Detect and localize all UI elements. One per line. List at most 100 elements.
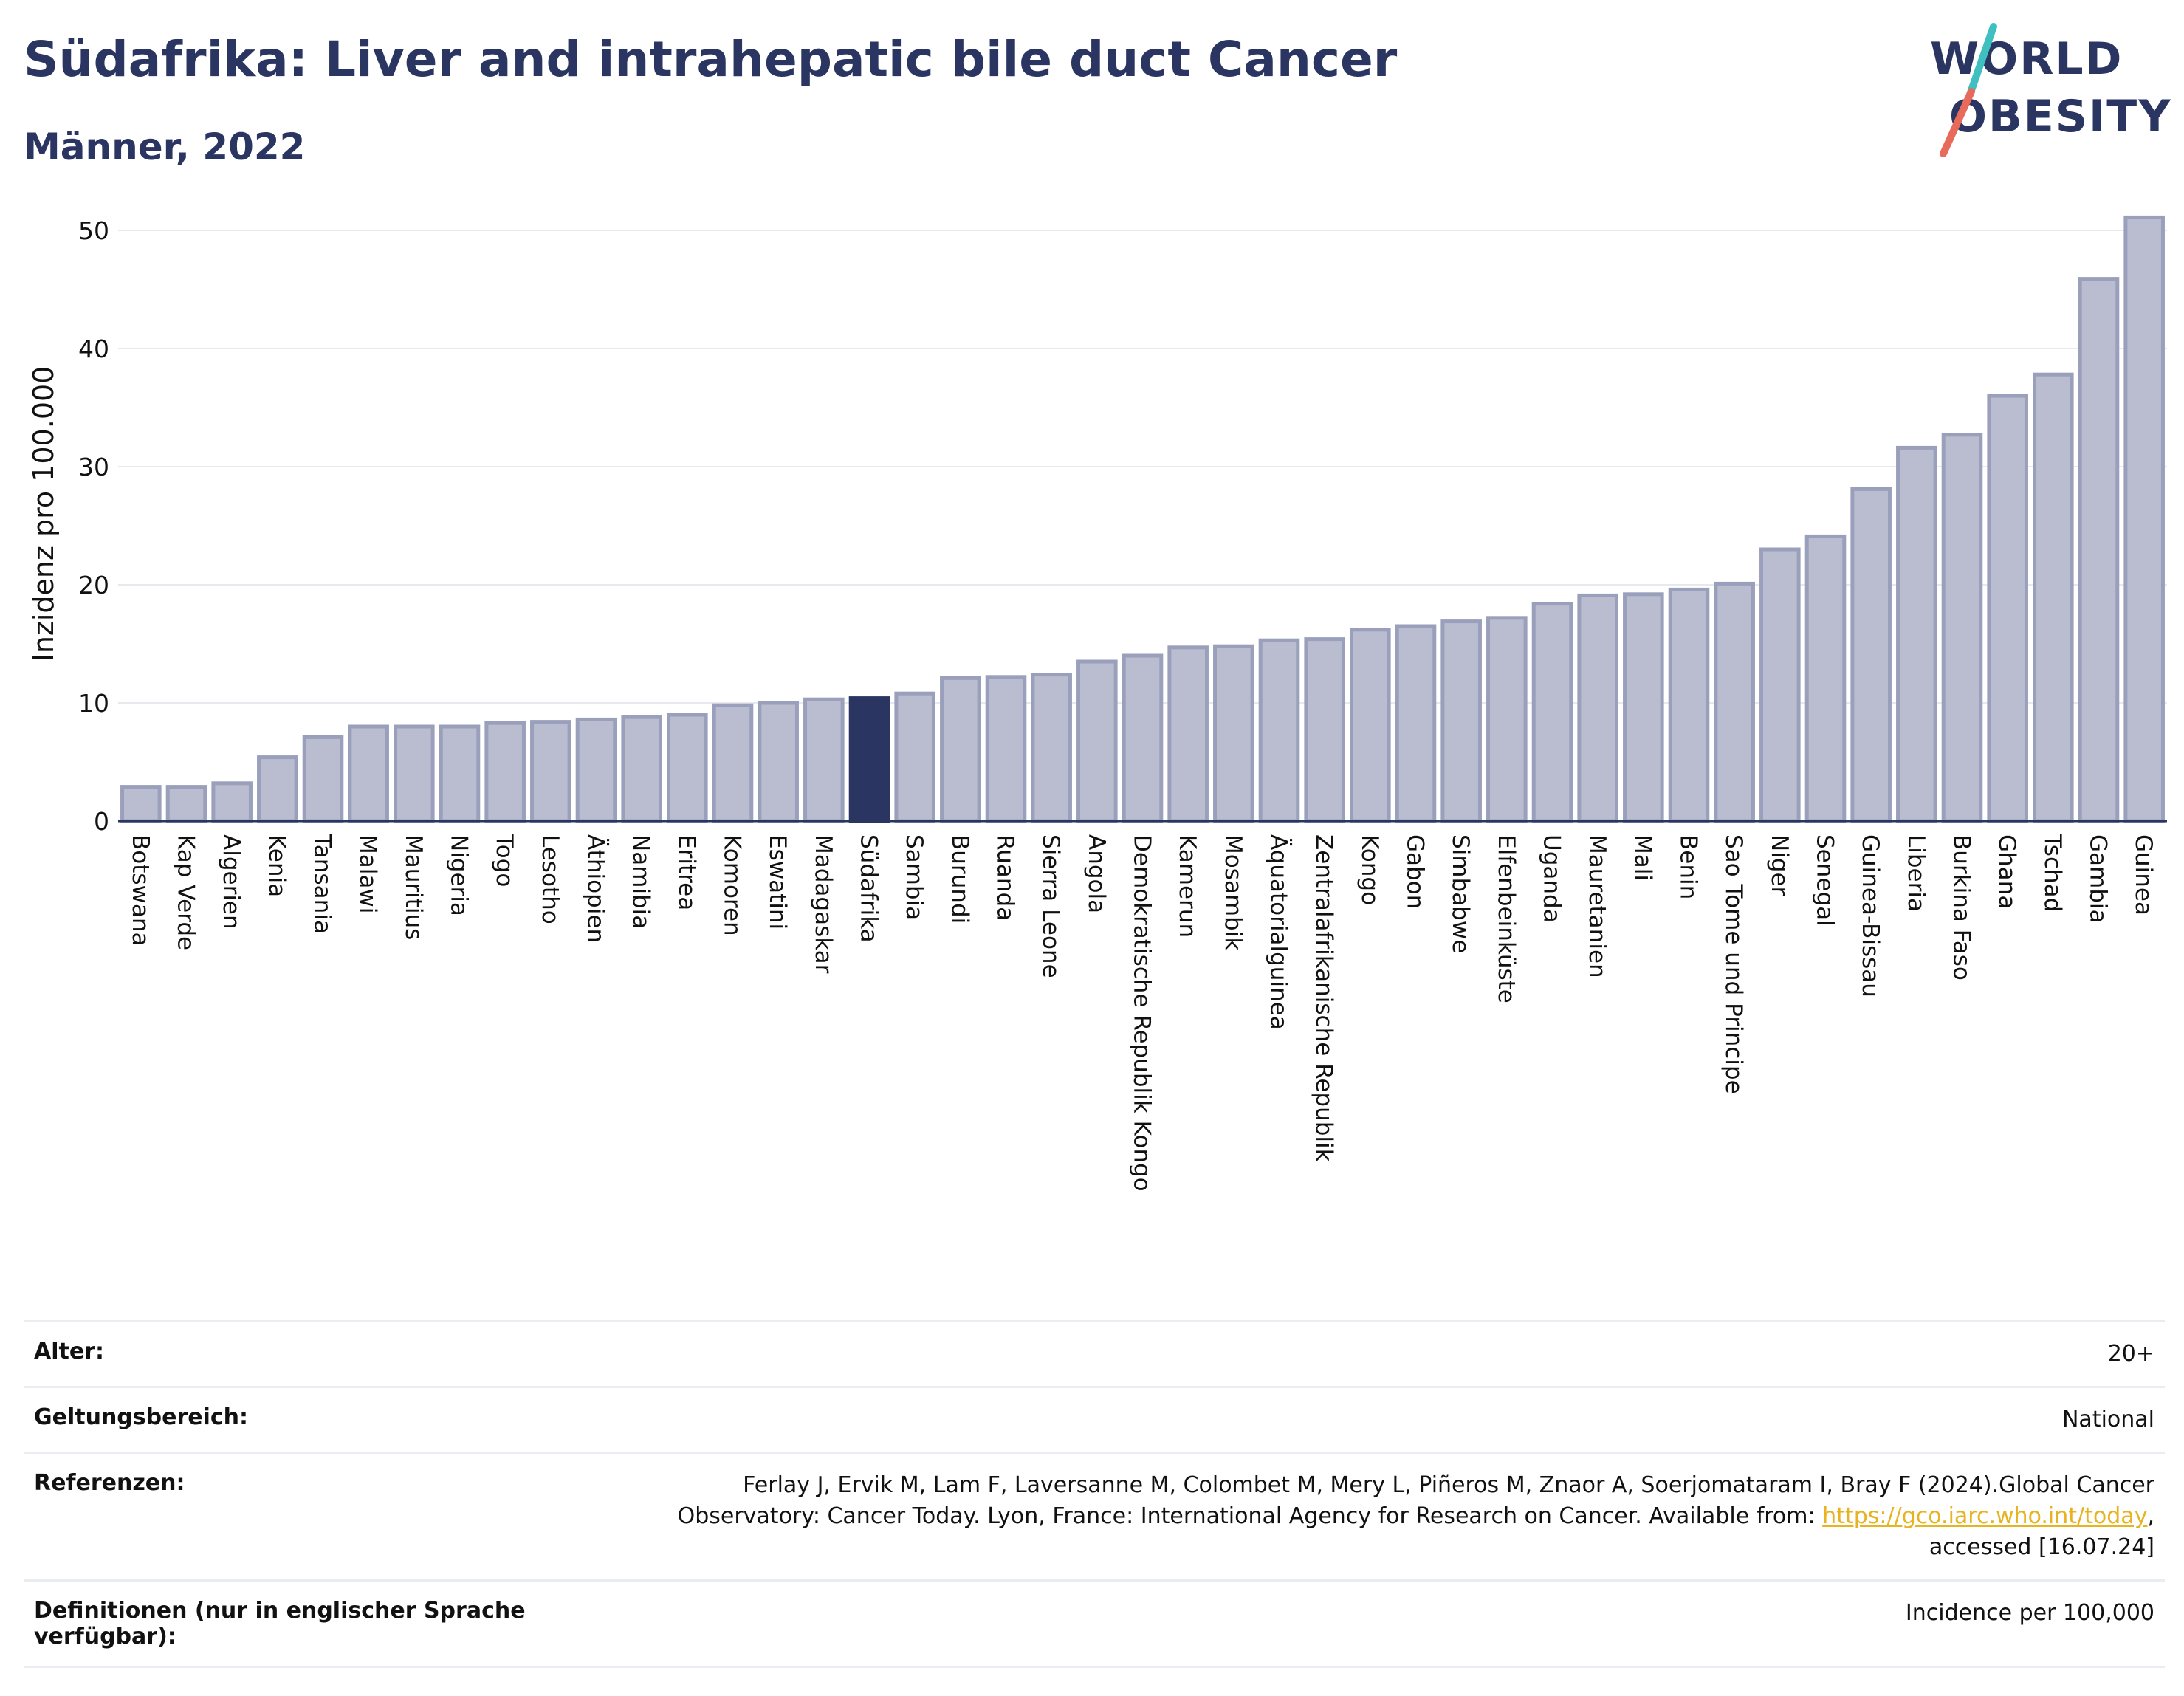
logo-accent-teal (1966, 23, 1997, 98)
bar-nigeria (439, 724, 481, 823)
ref-text-1: Ferlay J, Ervik M, Lam F, Laversanne M, … (743, 1472, 2154, 1498)
x-tick-label: Komoren (719, 834, 746, 936)
meta-ref-value: Ferlay J, Ervik M, Lam F, Laversanne M, … (561, 1452, 2165, 1581)
x-tick-label: Uganda (1539, 834, 1565, 923)
bar-sao-tome-und-principe (1714, 581, 1755, 823)
x-tick-label: Tschad (2039, 834, 2066, 912)
bar-malawi (348, 724, 389, 823)
x-tick-label: Burkina Faso (1948, 834, 1975, 981)
bar-liberia (1896, 445, 1937, 823)
x-tick-label: Kamerun (1174, 834, 1201, 938)
x-tick-label: Tansania (309, 834, 336, 934)
x-tick-label: Liberia (1903, 834, 1929, 912)
bar-sierra-leone (1031, 673, 1072, 823)
bar-mauritius (394, 724, 435, 823)
y-tick-label: 30 (78, 453, 109, 481)
x-tick-label: Guinea (2130, 834, 2157, 916)
x-tick-label: Kap Verde (173, 834, 199, 950)
page-subtitle: Männer, 2022 (24, 126, 306, 168)
y-axis-ticks: 0 10 20 30 40 50 (78, 216, 109, 836)
page-title: Südafrika: Liver and intrahepatic bile d… (24, 31, 1398, 88)
bar-madagaskar (803, 697, 845, 823)
bar-mali (1623, 592, 1664, 823)
x-tick-label: Eritrea (673, 834, 700, 910)
x-tick-label: Mauretanien (1584, 834, 1610, 978)
x-tick-label: Togo (491, 834, 518, 887)
bar-tschad (2033, 372, 2074, 823)
chart-bars (120, 215, 2165, 823)
x-tick-label: Sambia (901, 834, 927, 920)
x-tick-label: Algerien (218, 834, 244, 930)
reference-link[interactable]: https://gco.iarc.who.int/today (1822, 1503, 2148, 1529)
meta-age-label: Alter: (24, 1320, 561, 1387)
meta-row-scope: Geltungsbereich: National (24, 1386, 2165, 1453)
x-tick-label: Gambia (2085, 834, 2112, 924)
bar-zentralafrikanische-republik (1304, 637, 1345, 823)
bar-botswana (120, 785, 162, 823)
x-axis-ticks: Botswana Kap Verde Algerien Kenia Tansania Ma… (127, 834, 2157, 1192)
bar-äthiopien (575, 717, 617, 823)
bar-äquatorialguinea (1258, 638, 1300, 823)
bar-simbabwe (1440, 619, 1482, 823)
meta-def-label: Definitionen (nur in englischer Sprache … (24, 1579, 561, 1668)
y-tick-label: 10 (78, 689, 109, 718)
bar-burundi (940, 676, 981, 823)
x-tick-label: Demokratische Republik Kongo (1129, 834, 1155, 1192)
bar-kenia (257, 755, 298, 823)
x-tick-label: Angola (1083, 834, 1110, 913)
bar-angola (1076, 659, 1118, 823)
bar-uganda (1531, 602, 1573, 823)
x-tick-label: Mauritius (400, 834, 427, 940)
x-tick-label: Eswatini (764, 834, 791, 930)
meta-ref-label: Referenzen: (24, 1452, 561, 1581)
bar-lesotho (530, 720, 571, 823)
x-tick-label: Äquatorialguinea (1266, 834, 1292, 1030)
bar-tansania (302, 735, 344, 823)
x-tick-label: Kongo (1356, 834, 1383, 905)
x-tick-label: Senegal (1812, 834, 1838, 927)
bar-benin (1668, 587, 1710, 823)
x-tick-label: Mosambik (1220, 834, 1246, 950)
ref-text-3: , (2147, 1503, 2154, 1529)
x-tick-label: Niger (1766, 834, 1793, 896)
x-tick-label: Benin (1675, 834, 1702, 899)
x-tick-label: Äthiopien (583, 834, 609, 943)
bar-ruanda (985, 675, 1027, 823)
y-tick-label: 40 (78, 334, 109, 363)
x-tick-label: Mali (1630, 834, 1656, 881)
bar-senegal (1804, 534, 1847, 823)
bar-eswatini (758, 701, 799, 823)
logo-accent-coral (1940, 88, 1975, 157)
x-tick-label: Gabon (1402, 834, 1429, 909)
bar-sambia (894, 691, 935, 823)
bar-komoren (712, 703, 754, 823)
meta-scope-label: Geltungsbereich: (24, 1386, 561, 1453)
x-tick-label: Malawi (354, 834, 381, 913)
logo-line-2: OBESITY (1949, 91, 2171, 143)
x-tick-label: Madagaskar (810, 834, 837, 974)
x-tick-label: Guinea-Bissau (1857, 834, 1883, 998)
bar-demokratische-republik-kongo (1122, 653, 1164, 823)
bar-gambia (2078, 277, 2120, 823)
ref-text-4: accessed [16.07.24] (1929, 1534, 2154, 1560)
meta-scope-value: National (561, 1386, 2165, 1453)
bar-chart: 0 10 20 30 40 50 Botswana Kap Verde Algerien Ken… (27, 215, 2167, 1192)
bar-burkina-faso (1941, 433, 1983, 823)
x-tick-label: Südafrika (856, 834, 882, 943)
x-tick-label: Zentralafrikanische Republik (1311, 834, 1337, 1162)
bar-elfenbeinküste (1486, 616, 1528, 823)
y-tick-label: 0 (94, 807, 109, 836)
bar-eritrea (667, 713, 708, 823)
logo-line-1: WORLD (1930, 33, 2123, 85)
x-tick-label: Elfenbeinküste (1493, 834, 1519, 1003)
x-tick-label: Simbabwe (1447, 834, 1474, 953)
ref-text-2: Observatory: Cancer Today. Lyon, France:… (677, 1503, 1823, 1529)
bar-kongo (1350, 628, 1391, 823)
y-tick-label: 50 (78, 216, 109, 245)
x-tick-label: Namibia (628, 834, 654, 929)
x-tick-label: Nigeria (446, 834, 473, 916)
y-tick-label: 20 (78, 571, 109, 600)
x-tick-label: Sao Tome und Principe (1720, 834, 1747, 1094)
metadata-table: Alter: 20+ Geltungsbereich: National Ref… (24, 1320, 2165, 1668)
x-tick-label: Lesotho (537, 834, 563, 924)
